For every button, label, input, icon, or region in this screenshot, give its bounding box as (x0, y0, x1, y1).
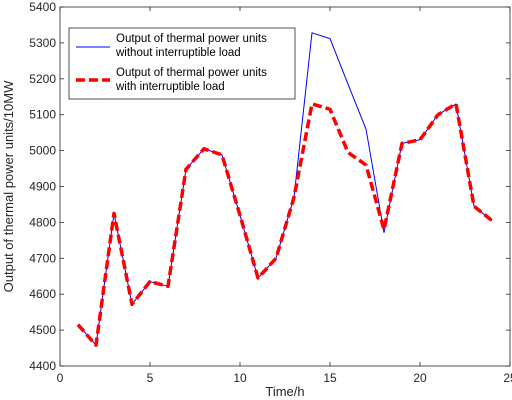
y-tick-label: 4500 (29, 323, 56, 337)
plot-frame (59, 6, 511, 367)
legend-label-without-line2: without interruptible load (115, 47, 241, 59)
legend-label-with-line2: with interruptible load (115, 81, 225, 93)
y-tick-label: 5200 (29, 72, 56, 86)
x-tick-label: 10 (233, 371, 247, 385)
legend-box (68, 27, 296, 100)
y-tick-label: 4700 (29, 251, 56, 265)
y-axis-label: Output of thermal power units/10MW (1, 80, 16, 292)
y-tick-label: 5100 (29, 108, 56, 122)
x-tick-label: 15 (323, 371, 337, 385)
y-tick-label: 4800 (29, 215, 56, 229)
x-tick-label: 5 (147, 371, 154, 385)
y-tick-label: 4600 (29, 287, 56, 301)
x-tick-label: 20 (413, 371, 427, 385)
legend: Output of thermal power units without in… (68, 27, 296, 100)
series-layer (76, 32, 494, 347)
x-axis-label: Time/h (265, 384, 304, 399)
y-tick-label: 4400 (29, 359, 56, 373)
x-tick-label: 0 (57, 371, 64, 385)
legend-label-with-line1: Output of thermal power units (116, 67, 267, 79)
x-tick-label: 25 (503, 371, 512, 385)
y-tick-label: 4900 (29, 180, 56, 194)
legend-label-without-line1: Output of thermal power units (116, 33, 267, 45)
y-tick-label: 5400 (29, 0, 56, 14)
y-tick-label: 5000 (29, 144, 56, 158)
x-axis-ticks: 0 5 10 15 20 25 (57, 7, 512, 385)
y-tick-label: 5300 (29, 36, 56, 50)
series-line-with-interruptible-load (76, 102, 494, 347)
